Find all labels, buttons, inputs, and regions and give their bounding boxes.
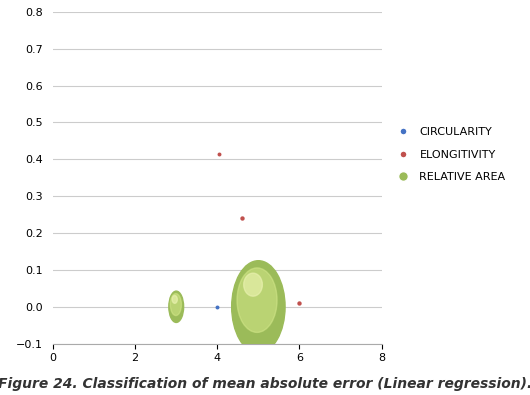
Ellipse shape xyxy=(170,293,181,316)
Ellipse shape xyxy=(172,295,178,303)
Ellipse shape xyxy=(170,308,183,316)
Ellipse shape xyxy=(244,273,262,296)
Ellipse shape xyxy=(232,261,285,353)
Point xyxy=(213,304,222,310)
Text: Figure 24. Classification of mean absolute error (Linear regression).: Figure 24. Classification of mean absolu… xyxy=(0,377,530,391)
Point xyxy=(237,215,246,222)
Point xyxy=(295,300,304,306)
Ellipse shape xyxy=(234,310,282,333)
Legend: CIRCULARITY, ELONGITIVITY, RELATIVE AREA: CIRCULARITY, ELONGITIVITY, RELATIVE AREA xyxy=(387,123,510,186)
Ellipse shape xyxy=(237,268,277,333)
Point xyxy=(215,150,224,157)
Ellipse shape xyxy=(169,291,183,322)
